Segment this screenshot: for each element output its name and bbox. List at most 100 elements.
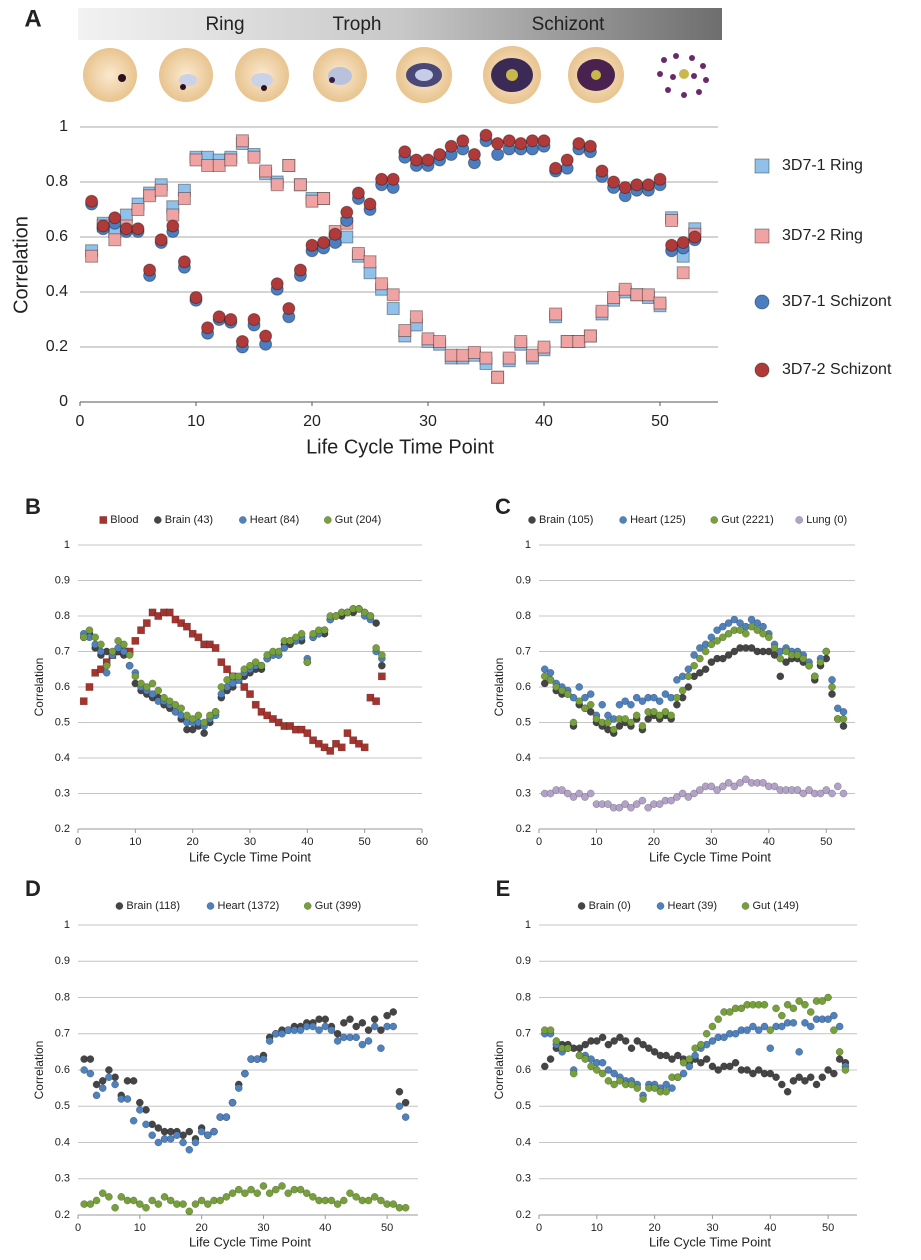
data-point [839, 708, 848, 716]
x-tick-label: 20 [196, 1222, 208, 1234]
legend-label: Gut (2221) [721, 514, 774, 526]
data-point [714, 1015, 723, 1024]
data-point [102, 661, 111, 670]
data-point [444, 348, 458, 362]
y-tick-label: 0.2 [516, 823, 531, 835]
data-point [223, 665, 231, 674]
data-point [491, 148, 505, 161]
data-point [741, 629, 750, 638]
data-point [409, 153, 423, 167]
data-point [97, 647, 105, 656]
data-point [217, 683, 226, 691]
data-point [749, 1069, 757, 1078]
data-point [240, 665, 249, 674]
legend-marker [710, 516, 719, 524]
x-tick-label: 50 [359, 836, 371, 848]
x-axis-label: Life Cycle Time Point [649, 849, 771, 864]
legend-label: 3D7-1 Ring [782, 157, 863, 174]
data-point [816, 789, 825, 798]
data-point [719, 782, 727, 791]
data-point [673, 700, 681, 709]
data-point [108, 211, 122, 225]
legend-item: Brain (118) [115, 900, 180, 912]
data-point [191, 1200, 200, 1208]
x-tick-label: 0 [75, 1222, 81, 1234]
data-point [641, 178, 655, 192]
data-point [108, 647, 117, 656]
data-point [583, 139, 597, 153]
panel-letter: A [24, 5, 41, 32]
data-point [433, 335, 447, 348]
data-point [247, 150, 261, 164]
data-point [575, 683, 584, 691]
data-point [697, 1040, 705, 1049]
data-point [251, 700, 260, 709]
x-axis-label: Life Cycle Time Point [189, 849, 311, 864]
panel: B0.20.30.40.50.60.70.80.910 10 20 30 40 50 60L… [25, 494, 428, 865]
data-point [92, 1080, 101, 1089]
legend-label: Brain (118) [126, 900, 180, 912]
data-point [713, 637, 721, 645]
data-point [154, 1200, 163, 1208]
data-point [154, 1138, 163, 1147]
x-tick-label: 0 [76, 413, 85, 430]
data-point [607, 291, 621, 304]
data-point [142, 1203, 150, 1212]
data-point [137, 626, 145, 635]
data-point [575, 697, 584, 706]
x-tick-label: 20 [648, 836, 660, 848]
legend-label: Blood [110, 514, 138, 526]
data-point [655, 697, 664, 706]
data-point [759, 629, 767, 638]
legend-label: Gut (149) [753, 900, 799, 912]
data-point [165, 697, 174, 706]
data-point [309, 1022, 317, 1031]
data-point [241, 1069, 249, 1078]
data-point [370, 1022, 379, 1031]
data-point [105, 1193, 113, 1201]
data-point [839, 789, 848, 798]
panel: E0.20.30.40.50.60.70.80.910 10 20 30 40 50Lif… [492, 876, 857, 1249]
data-point [731, 1029, 740, 1038]
data-point [165, 608, 174, 617]
data-point [456, 348, 470, 362]
y-axis-label: Correlation [32, 658, 46, 717]
data-point [85, 683, 94, 691]
data-point [793, 786, 802, 794]
x-tick-label: 0 [75, 836, 81, 848]
data-point [633, 1037, 642, 1045]
panel: D0.20.30.40.50.60.70.80.910 10 20 30 40 50Lif… [25, 876, 418, 1249]
data-point [303, 729, 312, 737]
data-point [386, 302, 400, 315]
data-point [222, 1193, 231, 1201]
data-point [246, 690, 254, 698]
data-point [270, 277, 284, 291]
data-point [833, 704, 842, 713]
data-point [696, 644, 704, 652]
x-tick-label: 30 [244, 836, 256, 848]
data-point [667, 796, 675, 805]
legend-marker [528, 516, 536, 524]
data-point [828, 690, 836, 698]
data-point [79, 697, 88, 706]
legend-label: Heart (1372) [218, 900, 280, 912]
data-point [339, 1019, 348, 1027]
data-point [85, 626, 94, 635]
panel-letter: D [25, 876, 41, 901]
data-point [741, 775, 750, 784]
data-point [135, 1098, 144, 1107]
data-point [633, 1084, 642, 1092]
data-point [616, 1033, 624, 1042]
x-axis-label: Life Cycle Time Point [306, 436, 494, 458]
legend-item: 3D7-2 Ring [754, 227, 863, 244]
data-point [317, 192, 331, 205]
data-point [581, 693, 589, 702]
legend-marker [577, 902, 586, 910]
data-point [203, 1131, 212, 1140]
data-point [696, 654, 704, 663]
x-tick-label: 10 [187, 413, 205, 430]
stage-bar [78, 8, 722, 40]
data-point [549, 307, 563, 321]
